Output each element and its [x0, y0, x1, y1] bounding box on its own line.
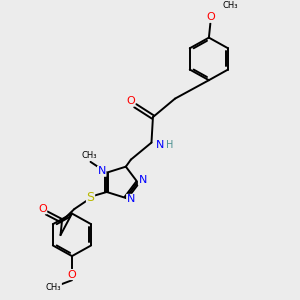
Text: N: N — [155, 140, 164, 150]
Text: N: N — [139, 175, 147, 185]
Text: H: H — [166, 140, 173, 150]
Text: O: O — [206, 12, 215, 22]
Text: S: S — [86, 190, 94, 204]
Text: N: N — [98, 166, 106, 176]
Text: CH₃: CH₃ — [46, 283, 62, 292]
Text: O: O — [126, 96, 135, 106]
Text: N: N — [127, 194, 135, 204]
Text: O: O — [68, 269, 76, 280]
Text: CH₃: CH₃ — [222, 2, 238, 10]
Text: CH₃: CH₃ — [82, 151, 97, 160]
Text: O: O — [38, 204, 46, 214]
